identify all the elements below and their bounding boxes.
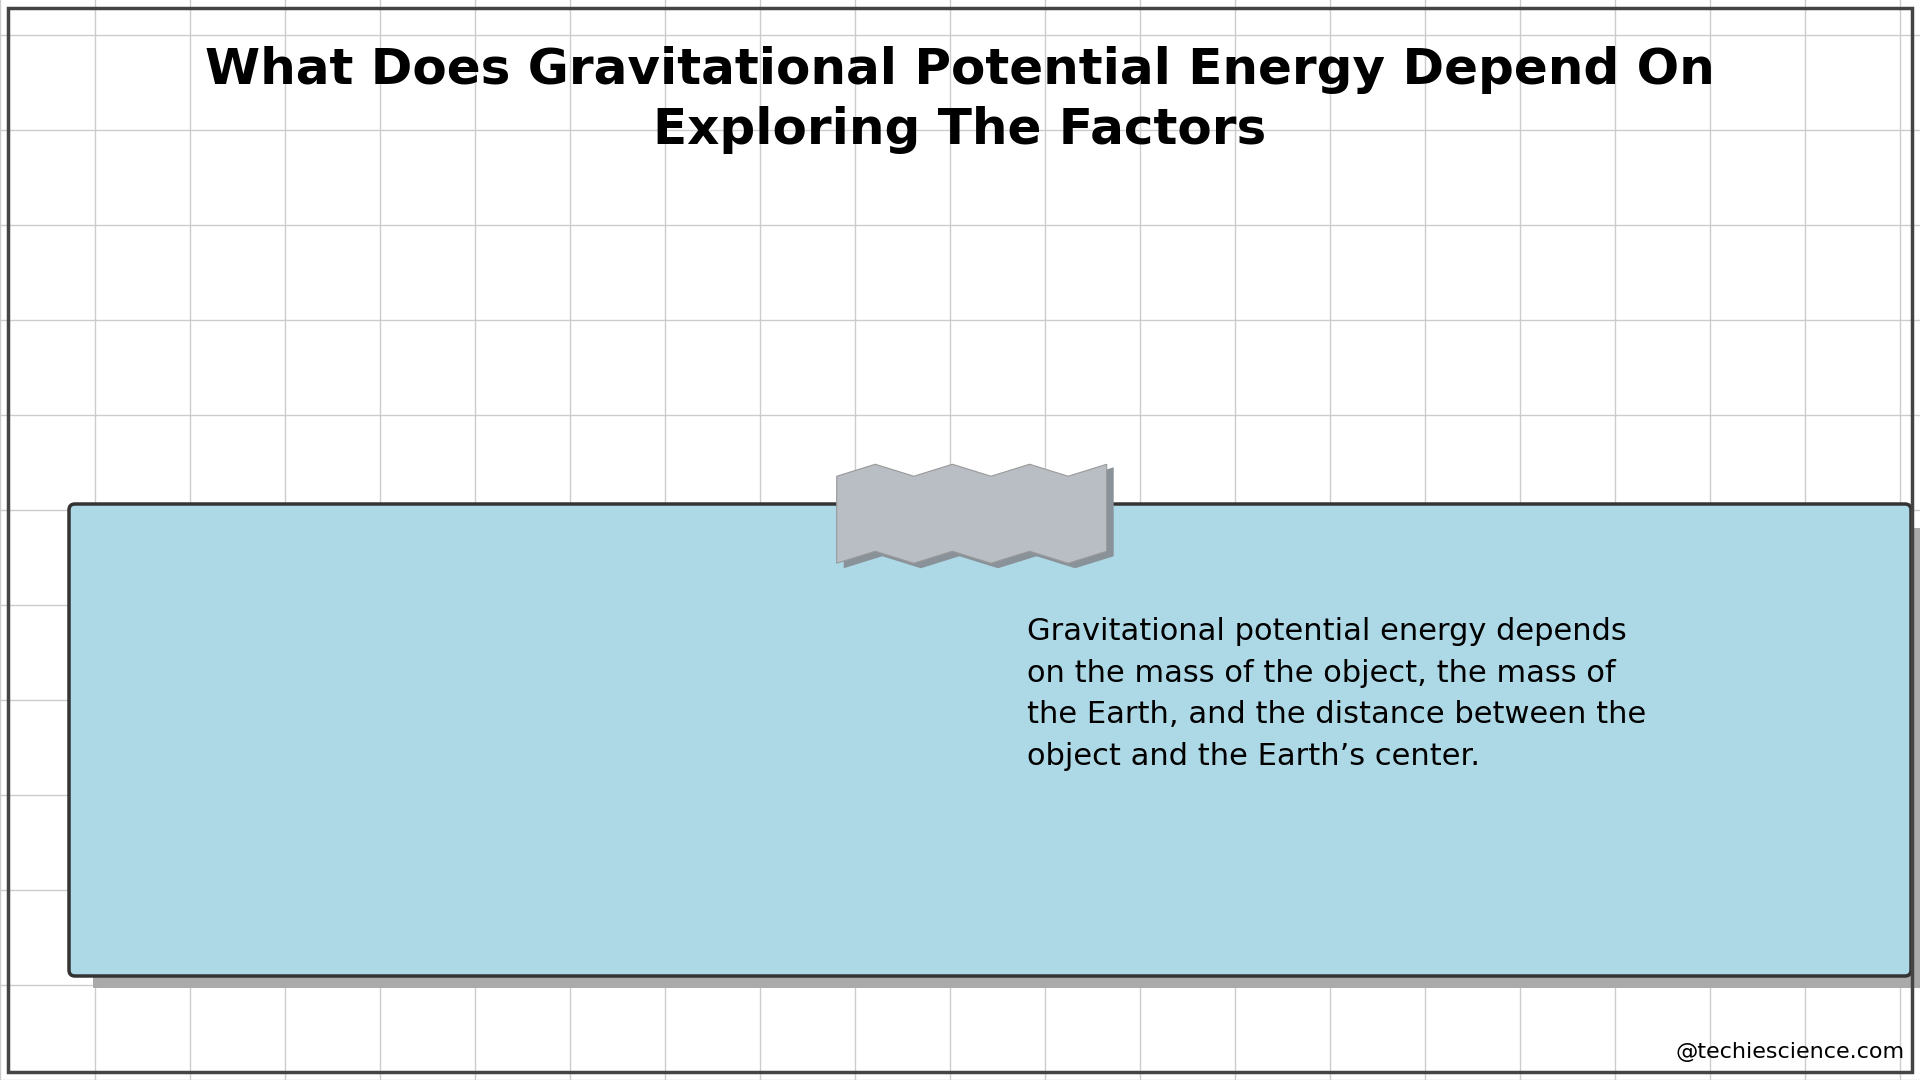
FancyBboxPatch shape xyxy=(69,504,1910,976)
Polygon shape xyxy=(837,464,1106,564)
Polygon shape xyxy=(843,468,1114,568)
Text: @techiescience.com: @techiescience.com xyxy=(1676,1042,1905,1062)
Text: What Does Gravitational Potential Energy Depend On
Exploring The Factors: What Does Gravitational Potential Energy… xyxy=(205,46,1715,153)
Text: Gravitational potential energy depends
on the mass of the object, the mass of
th: Gravitational potential energy depends o… xyxy=(1027,617,1645,771)
FancyBboxPatch shape xyxy=(92,528,1920,988)
